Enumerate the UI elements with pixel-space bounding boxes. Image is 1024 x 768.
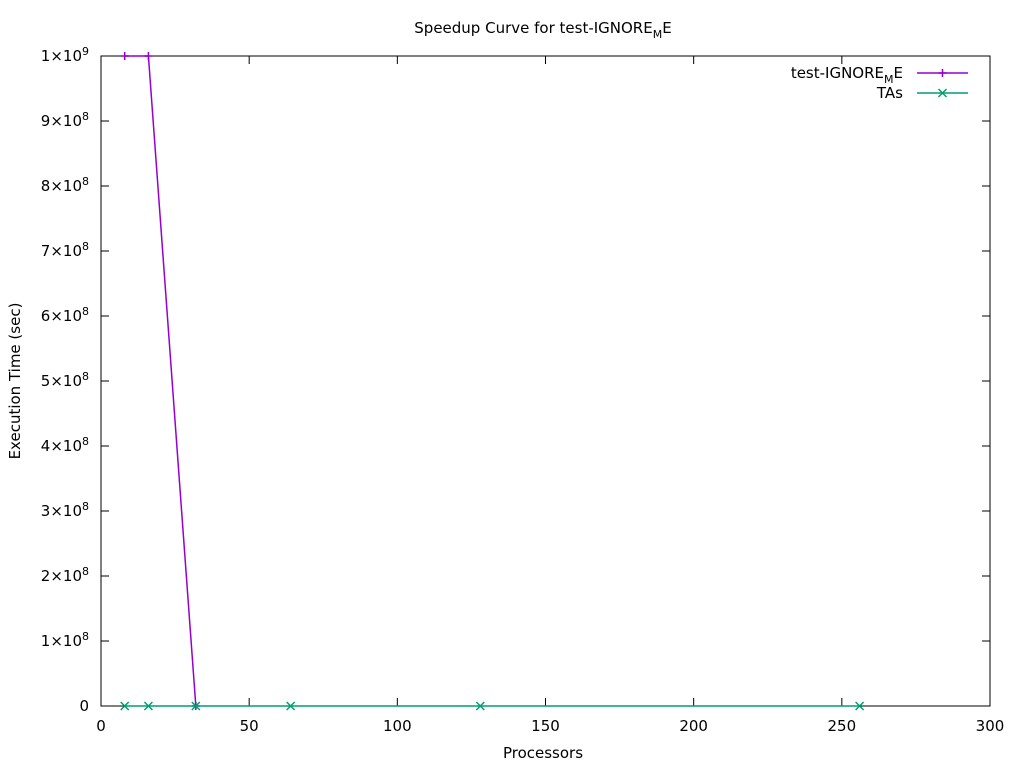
y-tick-label-base: 4×10 (41, 437, 82, 455)
y-tick-label: 5×108 (41, 370, 89, 390)
legend-marker (937, 88, 948, 98)
legend-label-part: test-IGNORE (791, 64, 884, 82)
y-tick-label: 1×109 (41, 45, 89, 65)
x-axis-label: Processors (503, 744, 583, 762)
y-tick-label-exponent: 8 (82, 435, 89, 448)
y-tick-label-base: 7×10 (41, 242, 82, 260)
y-tick-label: 1×108 (41, 630, 89, 650)
y-tick-label: 9×108 (41, 110, 89, 130)
y-tick-label-base: 3×10 (41, 502, 82, 520)
y-tick-label-base: 9×10 (41, 112, 82, 130)
data-point (855, 701, 865, 711)
y-tick-label-base: 1×10 (41, 47, 82, 65)
y-axis-label: Execution Time (sec) (6, 303, 24, 460)
y-tick-label-base: 8×10 (41, 177, 82, 195)
y-tick-label-exponent: 8 (82, 565, 89, 578)
title-part: Speedup Curve for test-IGNORE (414, 19, 652, 37)
title-subscript: M (653, 28, 663, 41)
y-tick-label-exponent: 8 (82, 630, 89, 643)
title-part: E (662, 19, 671, 37)
y-tick-label: 2×108 (41, 565, 89, 585)
x-tick-label: 50 (240, 717, 259, 735)
x-tick-label: 250 (828, 717, 857, 735)
y-tick-label-exponent: 9 (82, 45, 89, 58)
data-point (286, 701, 296, 711)
x-tick-label: 150 (531, 717, 560, 735)
x-tick-label: 100 (383, 717, 412, 735)
legend-label: TAs (876, 84, 903, 102)
data-point (191, 701, 201, 711)
legend-label-part: E (894, 64, 903, 82)
y-tick-label: 7×108 (41, 240, 89, 260)
y-tick-label: 6×108 (41, 305, 89, 325)
y-tick-label-base: 5×10 (41, 372, 82, 390)
y-tick-label-exponent: 8 (82, 370, 89, 383)
y-tick-label-base: 6×10 (41, 307, 82, 325)
legend-marker (938, 69, 947, 77)
y-tick-label: 0 (79, 697, 89, 715)
legend-label: test-IGNOREME (791, 64, 903, 86)
y-tick-label-exponent: 8 (82, 240, 89, 253)
y-tick-label: 3×108 (41, 500, 89, 520)
y-tick-label-exponent: 8 (82, 500, 89, 513)
y-tick-label-exponent: 8 (82, 110, 89, 123)
y-tick-label-base: 2×10 (41, 567, 82, 585)
x-tick-label: 0 (96, 717, 106, 735)
x-tick-label: 200 (679, 717, 708, 735)
data-point (143, 701, 153, 711)
data-point (475, 701, 485, 711)
y-tick-label-exponent: 8 (82, 305, 89, 318)
data-point (144, 52, 153, 60)
chart-title: Speedup Curve for test-IGNOREME (414, 19, 671, 41)
x-tick-label: 300 (976, 717, 1005, 735)
y-tick-label: 8×108 (41, 175, 89, 195)
data-point (120, 52, 129, 60)
y-tick-label: 4×108 (41, 435, 89, 455)
y-tick-label-exponent: 8 (82, 175, 89, 188)
y-tick-label-base: 1×10 (41, 632, 82, 650)
data-point (120, 701, 130, 711)
legend-label-subscript: M (884, 73, 894, 86)
